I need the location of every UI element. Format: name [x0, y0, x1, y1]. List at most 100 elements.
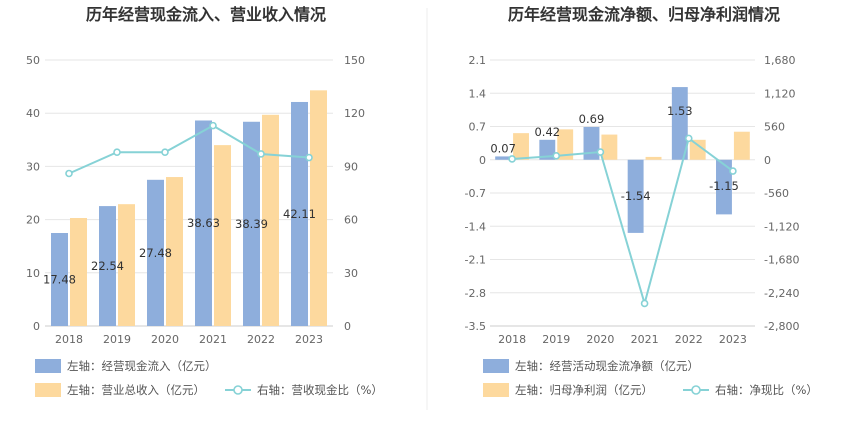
- bar: [513, 133, 529, 160]
- y-left-tick-label: -2.1: [465, 254, 486, 267]
- legend-label: 右轴：营收现金比（%）: [257, 383, 383, 397]
- y-right-tick-label: 150: [344, 54, 365, 67]
- y-left-tick-label: -2.8: [465, 287, 486, 300]
- chart-title: 历年经营现金流入、营业收入情况: [86, 5, 326, 24]
- chart-title: 历年经营现金流净额、归母净利润情况: [508, 5, 780, 24]
- bar: [495, 156, 512, 160]
- bar-data-label: -1.54: [621, 189, 651, 203]
- legend-item: 左轴：经营活动现金流净额（亿元）: [483, 359, 699, 373]
- bar: [262, 114, 279, 327]
- series-line: [512, 136, 734, 308]
- legend-item: 右轴：营收现金比（%）: [225, 383, 383, 397]
- y-right-tick-label: -2,800: [764, 320, 799, 333]
- legend-item: 右轴：净现比（%）: [683, 383, 818, 397]
- y-right-tick-label: -560: [764, 187, 789, 200]
- legend-label: 左轴：经营活动现金流净额（亿元）: [515, 359, 699, 373]
- line-point: [508, 155, 516, 163]
- x-tick-label: 2018: [55, 333, 83, 346]
- bar: [99, 206, 116, 326]
- line-point: [113, 148, 121, 157]
- legend-item: 左轴：经营现金流入（亿元）: [35, 359, 217, 373]
- legend-swatch: [483, 359, 509, 373]
- y-right-tick-label: -2,240: [764, 287, 799, 300]
- y-right-tick-label: 30: [344, 267, 358, 280]
- y-right-tick-label: 1,680: [764, 54, 796, 67]
- legend-label: 右轴：净现比（%）: [715, 383, 818, 397]
- x-tick-label: 2018: [498, 333, 526, 346]
- bar-data-label: 38.39: [235, 217, 268, 231]
- x-tick-label: 2023: [295, 333, 323, 346]
- bar: [539, 139, 556, 160]
- legend-swatch: [35, 383, 61, 397]
- legend-line-marker: [233, 385, 243, 395]
- bar-data-label: -1.15: [709, 179, 739, 193]
- bar: [70, 218, 87, 326]
- x-tick-label: 2020: [586, 333, 614, 346]
- y-left-tick-label: -0.7: [465, 187, 486, 200]
- bar: [214, 145, 231, 326]
- line-point: [729, 167, 737, 175]
- y-right-tick-label: 120: [344, 107, 365, 120]
- legend-swatch: [35, 359, 61, 373]
- y-left-tick-label: 10: [26, 267, 40, 280]
- y-left-tick-label: 40: [26, 107, 40, 120]
- x-tick-label: 2022: [675, 333, 703, 346]
- line-point: [596, 148, 605, 156]
- x-tick-label: 2022: [247, 333, 275, 346]
- bar: [147, 179, 164, 326]
- bar: [195, 120, 212, 326]
- bar-data-label: 0.42: [534, 125, 560, 139]
- bar-data-label: 22.54: [91, 259, 124, 273]
- bar-data-label: 38.63: [187, 216, 220, 230]
- chart-panel-1: 历年经营现金流入、营业收入情况 0 10 20 30 40 50 0 30 60 90 120 150 2…: [26, 5, 383, 397]
- x-tick-label: 2023: [719, 333, 747, 346]
- bar-data-label: 0.69: [579, 112, 605, 126]
- y-left-tick-label: 30: [26, 160, 40, 173]
- bar: [310, 90, 327, 326]
- x-tick-label: 2021: [199, 333, 227, 346]
- y-right-tick-label: -1,120: [764, 220, 799, 233]
- bar: [118, 204, 135, 326]
- legend-swatch: [483, 383, 509, 397]
- x-tick-label: 2019: [542, 333, 570, 346]
- bar: [243, 121, 260, 326]
- y-left-tick-label: 0.7: [469, 121, 487, 134]
- y-left-tick-label: 50: [26, 54, 40, 67]
- bar-data-label: 0.07: [490, 141, 516, 155]
- legend-label: 左轴：归母净利润（亿元）: [515, 383, 653, 397]
- y-left-tick-label: 0: [33, 320, 40, 333]
- y-left-tick-label: 1.4: [469, 87, 487, 100]
- bar-data-label: 27.48: [139, 246, 172, 260]
- y-right-tick-label: 1,120: [764, 87, 796, 100]
- y-right-tick-label: 0: [344, 320, 351, 333]
- bar: [645, 156, 662, 160]
- y-right-tick-label: 60: [344, 214, 358, 227]
- y-right-tick-label: 560: [764, 121, 785, 134]
- x-tick-label: 2019: [103, 333, 131, 346]
- line-point: [161, 148, 169, 157]
- line-point: [640, 299, 649, 308]
- y-left-tick-label: 2.1: [469, 54, 487, 67]
- line-point: [209, 121, 217, 130]
- y-left-tick-label: 20: [26, 214, 40, 227]
- bar: [671, 87, 688, 160]
- bar: [627, 159, 644, 233]
- x-tick-label: 2021: [631, 333, 659, 346]
- chart-panel-2: 历年经营现金流净额、归母净利润情况 -3.5 -2.8 -2.1 -1.4 -0.7 0 0.…: [465, 5, 818, 397]
- bar: [716, 159, 732, 215]
- line-point: [305, 153, 313, 162]
- y-right-tick-label: -1,680: [764, 254, 799, 267]
- y-right-tick-label: 90: [344, 160, 358, 173]
- bar: [557, 129, 574, 160]
- y-left-tick-label: -3.5: [465, 320, 486, 333]
- line-point: [257, 150, 265, 158]
- line-point: [684, 134, 693, 143]
- y-left-tick-label: 0: [479, 154, 486, 167]
- bar-data-label: 1.53: [667, 104, 693, 118]
- line-point: [65, 169, 73, 178]
- bar-data-label: 42.11: [283, 207, 316, 221]
- y-right-tick-label: 0: [764, 154, 771, 167]
- series-line: [68, 124, 310, 175]
- bar: [733, 131, 750, 160]
